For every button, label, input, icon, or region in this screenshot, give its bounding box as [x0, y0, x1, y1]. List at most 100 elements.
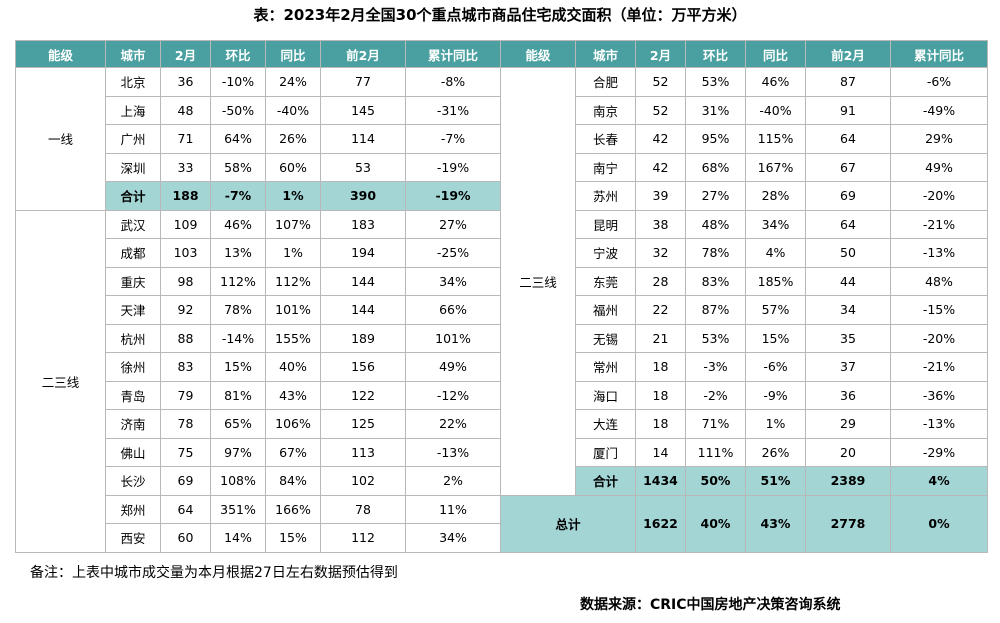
- cell: 22%: [405, 409, 501, 439]
- cell: -13%: [405, 437, 501, 467]
- subtotal-cell: 1434: [635, 466, 686, 496]
- cell: 武汉: [105, 209, 161, 239]
- cell: 2%: [405, 466, 501, 496]
- cell: 长春: [575, 124, 636, 154]
- cell: 66%: [405, 295, 501, 325]
- tier-cell: 二三线: [15, 209, 106, 553]
- cell: 20: [805, 437, 891, 467]
- header-cell: 累计同比: [405, 40, 501, 68]
- cell: 15%: [745, 323, 806, 353]
- cell: 50: [805, 238, 891, 268]
- cell: 46%: [745, 67, 806, 97]
- cell: 109: [160, 209, 211, 239]
- cell: 112%: [265, 266, 321, 296]
- cell: 31%: [685, 95, 746, 125]
- cell: 111%: [685, 437, 746, 467]
- cell: 113: [320, 437, 406, 467]
- total-cell: 1622: [635, 494, 686, 553]
- cell: 上海: [105, 95, 161, 125]
- cell: 64: [805, 124, 891, 154]
- cell: 75: [160, 437, 211, 467]
- cell: 87: [805, 67, 891, 97]
- cell: 深圳: [105, 152, 161, 182]
- cell: 徐州: [105, 352, 161, 382]
- cell: -40%: [265, 95, 321, 125]
- cell: 67: [805, 152, 891, 182]
- cell: -29%: [890, 437, 988, 467]
- cell: 42: [635, 124, 686, 154]
- header-cell: 同比: [265, 40, 321, 68]
- cell: -21%: [890, 352, 988, 382]
- cell: 112: [320, 523, 406, 553]
- cell: 64: [805, 209, 891, 239]
- cell: 98: [160, 266, 211, 296]
- cell: 95%: [685, 124, 746, 154]
- cell: 79: [160, 380, 211, 410]
- table-row: 深圳 33 58% 60% 53 -19% 南宁 42 68% 167% 67 49%: [16, 152, 988, 182]
- cell: 南宁: [575, 152, 636, 182]
- cell: 189: [320, 323, 406, 353]
- table-row: 重庆 98 112% 112% 144 34% 东莞 28 83% 185% 44 48%: [16, 266, 988, 296]
- cell: 101%: [265, 295, 321, 325]
- cell: 27%: [405, 209, 501, 239]
- cell: -40%: [745, 95, 806, 125]
- cell: 112%: [210, 266, 266, 296]
- total-cell: 40%: [685, 494, 746, 553]
- cell: 西安: [105, 523, 161, 553]
- cell: 杭州: [105, 323, 161, 353]
- cell: -36%: [890, 380, 988, 410]
- header-cell: 2月: [635, 40, 686, 68]
- cell: 101%: [405, 323, 501, 353]
- cell: 107%: [265, 209, 321, 239]
- cell: 38: [635, 209, 686, 239]
- subtotal-cell: 1%: [265, 181, 321, 211]
- header-row: 能级 城市 2月 环比 同比 前2月 累计同比 能级 城市 2月 环比 同比 前2月 累计同比: [15, 40, 988, 68]
- subtotal-cell: 51%: [745, 466, 806, 496]
- cell: 14: [635, 437, 686, 467]
- cell: 14%: [210, 523, 266, 553]
- cell: 常州: [575, 352, 636, 382]
- cell: 43%: [265, 380, 321, 410]
- cell: 91: [805, 95, 891, 125]
- cell: 115%: [745, 124, 806, 154]
- subtotal-cell: 50%: [685, 466, 746, 496]
- cell: 53%: [685, 323, 746, 353]
- table-row: 郑州 64 351% 166% 78 11% 总计 1622 40% 43% 2778 0%: [16, 494, 988, 553]
- cell: 厦门: [575, 437, 636, 467]
- cell: -19%: [405, 152, 501, 182]
- cell: 144: [320, 266, 406, 296]
- cell: 29: [805, 409, 891, 439]
- cell: 24%: [265, 67, 321, 97]
- cell: 36: [805, 380, 891, 410]
- cell: 78%: [685, 238, 746, 268]
- cell: 49%: [890, 152, 988, 182]
- tier-cell: 一线: [15, 67, 106, 211]
- cell: 125: [320, 409, 406, 439]
- cell: 108%: [210, 466, 266, 496]
- cell: -20%: [890, 323, 988, 353]
- cell: 18: [635, 352, 686, 382]
- cell: 48: [160, 95, 211, 125]
- cell: 78: [320, 494, 406, 524]
- data-table: 能级 城市 2月 环比 同比 前2月 累计同比 能级 城市 2月 环比 同比 前2月 累计同比 一线 北京 3…: [15, 40, 988, 553]
- cell: 87%: [685, 295, 746, 325]
- cell: -12%: [405, 380, 501, 410]
- cell: 166%: [265, 494, 321, 524]
- cell: 69: [160, 466, 211, 496]
- subtotal-cell: 合计: [575, 466, 636, 496]
- cell: -13%: [890, 409, 988, 439]
- cell: 东莞: [575, 266, 636, 296]
- table-row: 西安 60 14% 15% 112 34%: [16, 523, 988, 553]
- header-cell: 前2月: [805, 40, 891, 68]
- cell: 宁波: [575, 238, 636, 268]
- cell: 167%: [745, 152, 806, 182]
- table-row: 二三线 武汉 109 46% 107% 183 27% 昆明 38 48% 34% 64 -21%: [15, 209, 988, 553]
- cell: -2%: [685, 380, 746, 410]
- source: 数据来源：CRIC中国房地产决策咨询系统: [580, 597, 841, 613]
- cell: 102: [320, 466, 406, 496]
- cell: 13%: [210, 238, 266, 268]
- subtotal-cell: -7%: [210, 181, 266, 211]
- cell: -3%: [685, 352, 746, 382]
- header-cell: 城市: [575, 40, 636, 68]
- cell: 42: [635, 152, 686, 182]
